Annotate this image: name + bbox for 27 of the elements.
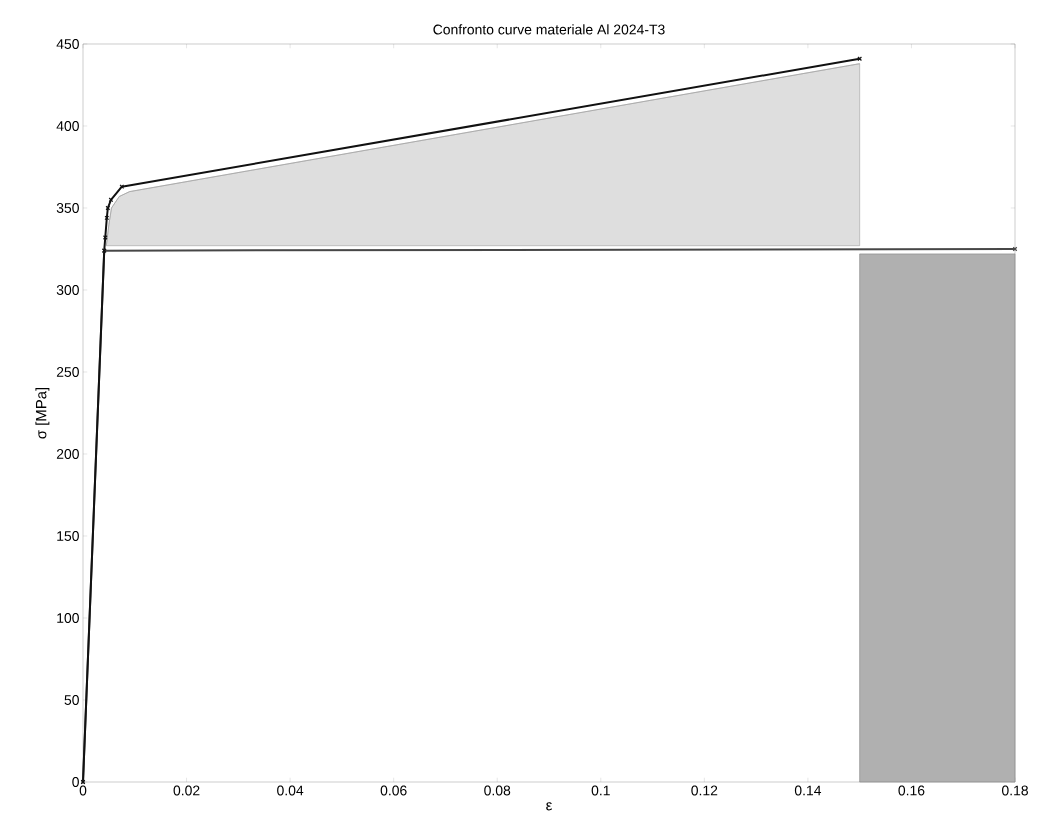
y-tick-label: 50	[64, 695, 79, 705]
y-tick-label: 300	[56, 285, 79, 295]
x-tick-label: 0.14	[794, 785, 822, 796]
y-tick-label: 350	[56, 203, 79, 213]
y-tick-label: 100	[57, 613, 79, 623]
y-tick-label: 450	[56, 39, 79, 49]
y-tick-label: 0	[72, 777, 79, 787]
y-tick-label: 250	[56, 367, 79, 377]
x-tick-label: 0.1	[591, 785, 610, 796]
x-tick-label: 0.16	[898, 785, 925, 796]
point	[105, 205, 111, 211]
x-tick-label: 0.08	[484, 785, 511, 796]
y-tick-label: 400	[56, 121, 79, 131]
y-tick-label: 200	[56, 449, 79, 459]
x-tick-label: 0	[79, 785, 87, 796]
x-tick-label: 0.02	[173, 785, 200, 796]
y-axis-title: σ [MPa]	[35, 387, 50, 439]
x-tick-label: 0.06	[380, 785, 407, 796]
chart-title: Confronto curve materiale Al 2024-T3	[433, 24, 665, 35]
y-tick-label: 150	[57, 531, 79, 541]
x-tick-label: 0.18	[1001, 785, 1028, 796]
x-tick-label: 0.12	[691, 785, 718, 796]
point	[102, 235, 108, 240]
point	[108, 197, 114, 203]
x-tick-label: 0.04	[277, 785, 304, 796]
point	[119, 184, 125, 190]
x-axis-title: ε	[546, 802, 553, 811]
